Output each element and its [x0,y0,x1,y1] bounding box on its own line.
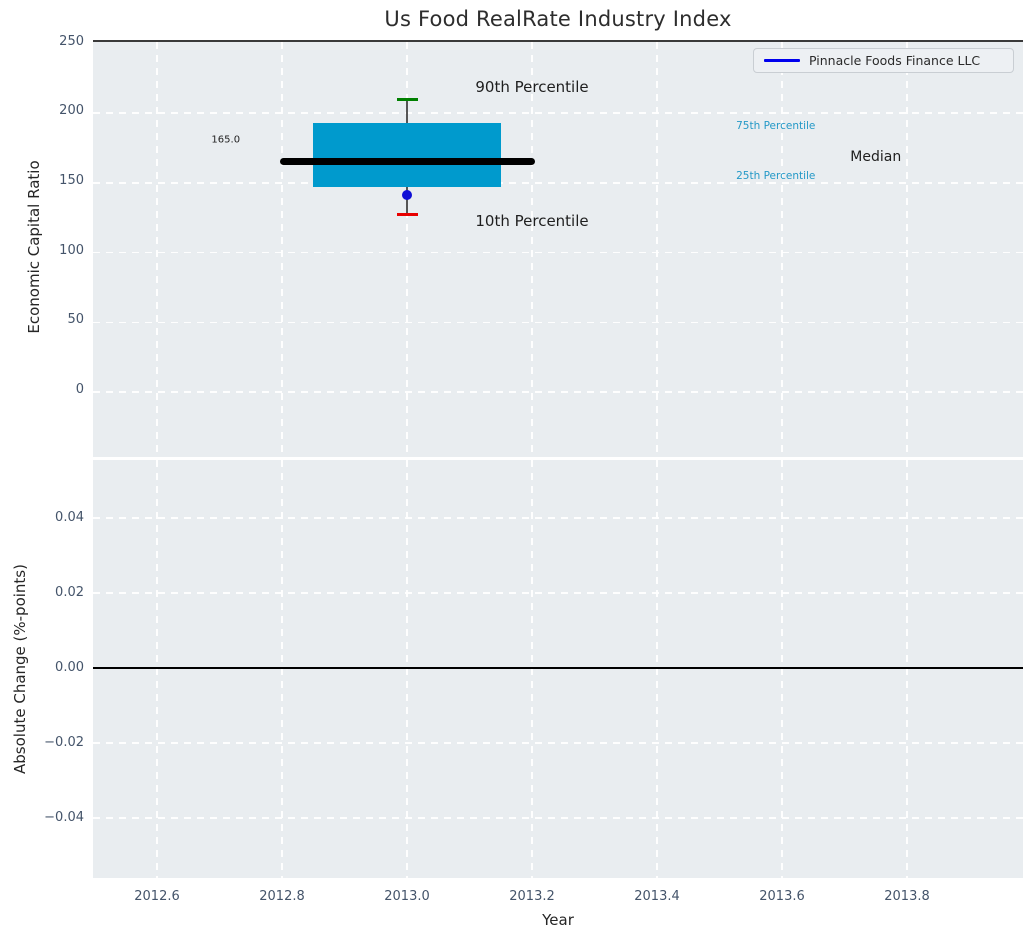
x-tick-label: 2013.6 [759,889,805,904]
horizontal-gridline [93,517,1023,519]
vertical-gridline [781,460,783,878]
legend-line-sample [764,59,800,62]
horizontal-gridline [93,742,1023,744]
y-tick-label: 250 [59,33,84,49]
vertical-gridline [906,42,908,457]
top-plot-area [93,40,1023,457]
horizontal-gridline [93,592,1023,594]
whisker-cap-90th [396,97,418,101]
horizontal-gridline [93,391,1023,393]
y-tick-label: 50 [67,312,84,328]
x-tick-label: 2013.0 [384,889,430,904]
x-tick-label: 2012.8 [259,889,305,904]
x-tick-label: 2013.2 [509,889,555,904]
vertical-gridline [531,460,533,878]
x-tick-label: 2012.6 [134,889,180,904]
y-tick-label: 200 [59,103,84,119]
vertical-gridline [656,460,658,878]
vertical-gridline [406,460,408,878]
whisker-cap-10th [396,213,418,217]
company-marker [402,190,412,201]
zero-reference-line [93,667,1023,669]
vertical-gridline [656,42,658,457]
legend-label: Pinnacle Foods Finance LLC [809,53,981,68]
annotation-median-label: Median [850,149,902,166]
median-line [279,158,535,166]
y-tick-label: 100 [59,242,84,258]
vertical-gridline [406,42,408,457]
x-tick-label: 2013.4 [634,889,680,904]
horizontal-gridline [93,817,1023,819]
y-tick-label: −0.02 [44,735,84,750]
vertical-gridline [531,42,533,457]
horizontal-gridline [93,321,1023,324]
horizontal-gridline [93,182,1023,184]
vertical-gridline [906,460,908,878]
annotation-25th-percentile-label: 25th Percentile [736,170,816,183]
y-tick-label: −0.04 [44,810,84,825]
vertical-gridline [156,42,158,457]
y-tick-label: 150 [59,172,84,188]
horizontal-gridline [93,251,1023,254]
box-iqr [313,122,501,188]
annotation-median-value-label: 165.0 [211,134,241,146]
y-tick-label: 0.00 [55,660,84,675]
y-tick-label: 0 [75,382,84,397]
vertical-gridline [781,42,783,457]
y-tick-label: 0.04 [55,510,84,525]
vertical-gridline [281,42,283,457]
annotation-10th-percentile-label: 10th Percentile [475,212,589,231]
annotation-75th-percentile-label: 75th Percentile [736,119,816,132]
annotation-90th-percentile-label: 90th Percentile [475,77,589,96]
x-axis-label: Year [542,911,574,929]
chart-title: Us Food RealRate Industry Index [384,7,732,31]
horizontal-gridline [93,112,1023,114]
bottom-plot-area [93,460,1023,878]
vertical-gridline [281,460,283,878]
y-tick-label: 0.02 [55,585,84,600]
vertical-gridline [156,460,158,878]
legend: Pinnacle Foods Finance LLC [753,48,1014,73]
x-tick-label: 2013.8 [884,889,930,904]
